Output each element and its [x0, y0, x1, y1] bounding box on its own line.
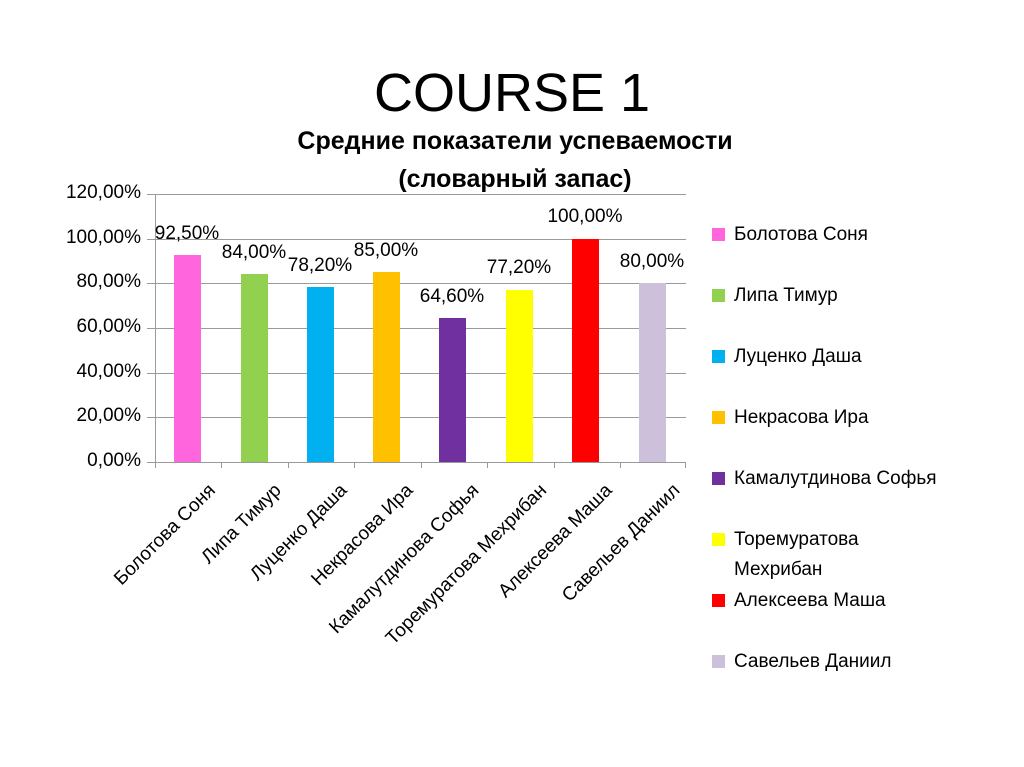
gridline-80: [147, 283, 686, 285]
x-category-label: Болотова Соня: [110, 480, 220, 590]
x-tick: [287, 462, 289, 468]
x-category-label: Алексеева Маша: [494, 480, 617, 603]
x-tick: [553, 462, 555, 468]
legend-label: Болотова Соня: [734, 224, 868, 245]
bar-value-label: 84,00%: [221, 242, 287, 263]
legend-swatch-icon: [712, 472, 725, 485]
legend-label: Камалутдинова Софья: [734, 468, 937, 489]
legend-label: Липа Тимур: [734, 285, 838, 306]
gridline-100: [147, 238, 686, 240]
legend-swatch-icon: [712, 228, 725, 241]
y-tick-label: 40,00%: [76, 360, 141, 382]
x-tick: [221, 462, 222, 468]
gridline-60: [147, 328, 686, 329]
legend-item: Липа Тимур: [712, 281, 934, 311]
slide-title: COURSE 1: [373, 63, 651, 123]
bar-bolotova: [174, 255, 201, 462]
legend-label: Торемуратова Мехрибан: [734, 529, 859, 580]
y-tick-label: 80,00%: [76, 271, 141, 293]
legend-label: Луценко Даша: [734, 346, 862, 367]
bar-savelyev: [639, 283, 666, 462]
bar-nekrasova: [373, 272, 400, 462]
gridline-120: [147, 194, 686, 195]
bar-value-label: 100,00%: [547, 206, 623, 227]
x-tick: [620, 462, 621, 468]
bar-lutsenko: [307, 287, 334, 462]
legend-label: Савельев Даниил: [734, 651, 892, 672]
x-tick: [685, 462, 686, 468]
bar-value-label: 64,60%: [419, 286, 485, 307]
legend-item: Торемуратова Мехрибан: [712, 525, 904, 585]
x-category-label: Савельев Даниил: [557, 480, 684, 607]
legend-item: Камалутдинова Софья: [712, 464, 1024, 494]
bar-value-label: 78,20%: [287, 255, 353, 276]
legend-swatch-icon: [712, 533, 725, 546]
y-tick-label: 120,00%: [65, 182, 141, 203]
chart-title: Средние показатели успеваемости (словарн…: [250, 122, 780, 198]
bar-lipa: [241, 274, 268, 462]
bar-value-label: 77,20%: [486, 257, 552, 278]
bar-alekseeva: [572, 238, 599, 462]
bar-value-label: 92,50%: [154, 223, 220, 244]
plot-area: 120,00% 100,00% 80,00% 60,00% 40,00% 20,…: [66, 182, 686, 471]
bar-value-label: 80,00%: [619, 251, 685, 272]
bar-toremuratova: [506, 289, 533, 462]
legend-item: Алексеева Маша: [712, 586, 934, 616]
legend-swatch-icon: [712, 289, 725, 302]
x-tick: [487, 462, 488, 468]
y-axis-line: [155, 194, 156, 466]
legend-item: Некрасова Ира: [712, 403, 934, 433]
bar-value-label: 85,00%: [353, 240, 419, 261]
legend-swatch-icon: [712, 411, 725, 424]
legend-item: Луценко Даша: [712, 342, 934, 372]
legend-label: Алексеева Маша: [734, 590, 886, 611]
legend-swatch-icon: [712, 655, 725, 668]
legend-swatch-icon: [712, 594, 725, 607]
x-tick: [155, 462, 156, 468]
y-tick-label: 60,00%: [76, 316, 141, 337]
y-tick-label: 100,00%: [65, 226, 141, 248]
legend-label: Некрасова Ира: [734, 407, 869, 428]
gridline-40: [147, 372, 686, 374]
bar-kamalutdinova: [439, 317, 466, 462]
y-tick-label: 0,00%: [87, 450, 141, 471]
x-tick: [420, 462, 422, 468]
chart-title-line-1: Средние показатели успеваемости: [297, 127, 733, 155]
legend-swatch-icon: [712, 350, 725, 363]
legend-item: Болотова Соня: [712, 220, 934, 250]
x-tick: [354, 462, 355, 468]
chart-title-line-2: (словарный запас): [398, 165, 632, 193]
x-axis-line: [147, 462, 686, 463]
gridline-20: [147, 417, 686, 419]
legend-item: Савельев Даниил: [712, 647, 934, 677]
y-tick-label: 20,00%: [76, 405, 141, 427]
